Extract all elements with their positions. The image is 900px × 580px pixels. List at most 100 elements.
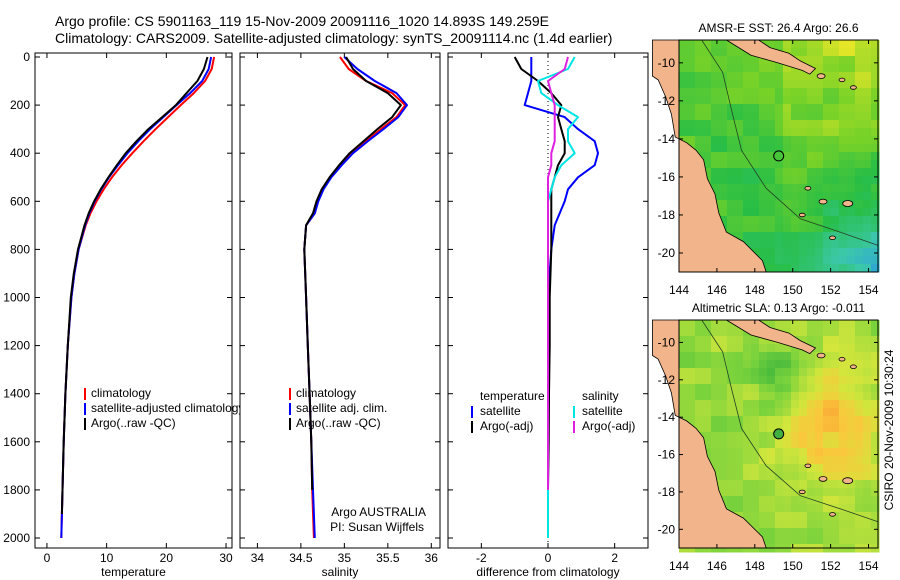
y-tick-label: -18 <box>658 208 676 222</box>
map-cell <box>687 120 696 129</box>
map-cell <box>847 472 856 481</box>
map-cell <box>751 512 760 521</box>
map-cell <box>727 136 736 145</box>
legend-label: Argo(..raw -QC) <box>91 416 176 430</box>
map-cell <box>871 248 880 257</box>
map-cell <box>815 424 824 433</box>
map-cell <box>863 40 872 49</box>
map-cell <box>743 208 752 217</box>
map-cell <box>807 200 816 209</box>
map-cell <box>711 352 720 361</box>
map-cell <box>847 376 856 385</box>
map-cell <box>839 400 848 409</box>
map-cell <box>863 240 872 249</box>
map-cell <box>855 344 864 353</box>
map-cell <box>823 352 832 361</box>
map-cell <box>719 368 728 377</box>
map-cell <box>871 392 880 401</box>
map-cell <box>703 424 712 433</box>
map-cell <box>815 336 824 345</box>
map-cell <box>847 400 856 409</box>
map-cell <box>727 128 736 137</box>
map-cell <box>791 392 800 401</box>
map-cell <box>679 72 688 81</box>
map-cell <box>871 448 880 457</box>
map-cell <box>703 120 712 129</box>
map-cell <box>735 400 744 409</box>
map-cell <box>823 64 832 73</box>
map-cell <box>783 504 792 513</box>
map-cell <box>783 176 792 185</box>
map-cell <box>687 80 696 89</box>
map-cell <box>767 352 776 361</box>
map-cell <box>751 440 760 449</box>
map-cell <box>767 168 776 177</box>
map-cell <box>743 384 752 393</box>
map-cell <box>855 368 864 377</box>
map-cell <box>871 472 880 481</box>
map-cell <box>799 472 808 481</box>
map-cell <box>799 112 808 121</box>
plot-frame <box>34 52 233 549</box>
map-cell <box>783 168 792 177</box>
map-cell <box>719 40 728 49</box>
map-cell <box>823 96 832 105</box>
map-cell <box>767 392 776 401</box>
map-cell <box>783 368 792 377</box>
map-cell <box>791 248 800 257</box>
map-cell <box>823 176 832 185</box>
map-cell <box>807 112 816 121</box>
map-cell <box>799 216 808 225</box>
map-cell <box>759 392 768 401</box>
map-cell <box>871 136 880 145</box>
map-cell <box>807 464 816 473</box>
map-cell <box>847 448 856 457</box>
map-cell <box>855 208 864 217</box>
map-cell <box>863 384 872 393</box>
map-cell <box>791 472 800 481</box>
map-cell <box>815 128 824 137</box>
map-cell <box>807 496 816 505</box>
y-tick-label: 200 <box>10 98 30 112</box>
map-cell <box>743 232 752 241</box>
map-cell <box>767 464 776 473</box>
map-cell <box>703 96 712 105</box>
map-title: AMSR-E SST: 26.4 Argo: 26.6 <box>698 21 858 35</box>
map-cell <box>783 88 792 97</box>
map-cell <box>727 64 736 73</box>
map-cell <box>711 368 720 377</box>
map-cell <box>823 408 832 417</box>
map-cell <box>743 496 752 505</box>
map-cell <box>823 200 832 209</box>
map-cell <box>679 392 688 401</box>
map-cell <box>727 440 736 449</box>
map-cell <box>703 384 712 393</box>
map-cell <box>831 192 840 201</box>
map-cell <box>711 88 720 97</box>
map-cell <box>823 512 832 521</box>
map-cell <box>759 192 768 201</box>
map-cell <box>711 416 720 425</box>
map-cell <box>703 448 712 457</box>
map-cell <box>823 416 832 425</box>
map-cell <box>823 424 832 433</box>
map-cell <box>751 344 760 353</box>
map-cell <box>711 40 720 49</box>
map-cell <box>871 496 880 505</box>
map-cell <box>727 224 736 233</box>
map-cell <box>695 376 704 385</box>
map-cell <box>783 488 792 497</box>
map-cell <box>783 104 792 113</box>
map-cell <box>727 352 736 361</box>
map-cell <box>807 192 816 201</box>
map-cell <box>767 240 776 249</box>
map-cell <box>783 216 792 225</box>
map-cell <box>855 40 864 49</box>
map-cell <box>863 536 872 545</box>
map-cell <box>703 336 712 345</box>
map-cell <box>759 232 768 241</box>
map-cell <box>751 56 760 65</box>
map-cell <box>839 328 848 337</box>
map-cell <box>767 88 776 97</box>
map-cell <box>871 144 880 153</box>
